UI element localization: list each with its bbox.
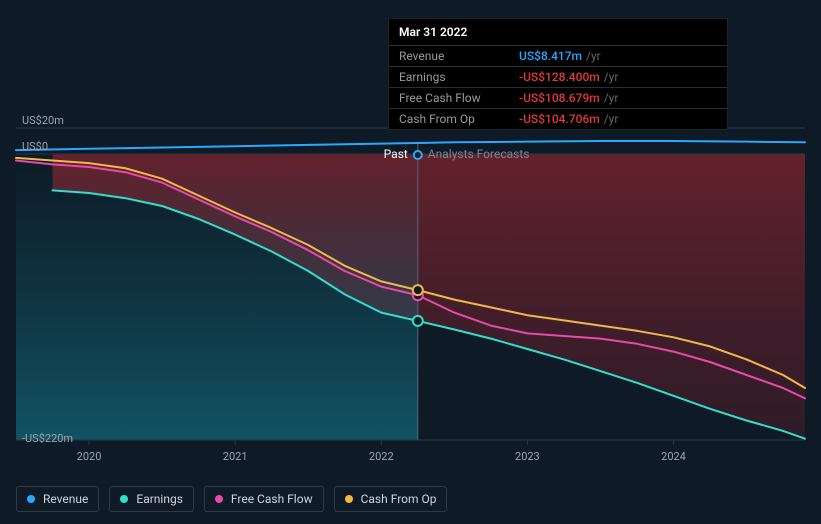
series-revenue	[16, 141, 805, 150]
legend-item-cfo[interactable]: Cash From Op	[334, 486, 448, 512]
divider-marker	[414, 151, 422, 159]
chart-legend: Revenue Earnings Free Cash Flow Cash From O…	[16, 486, 447, 512]
legend-dot-icon	[215, 495, 223, 503]
tooltip-row: Cash From Op-US$104.706m/yr	[389, 108, 727, 129]
tooltip-row-suffix: /yr	[586, 49, 601, 63]
legend-item-label: Earnings	[136, 492, 183, 506]
x-axis-label: 2024	[661, 450, 686, 463]
tooltip-row-label: Revenue	[399, 49, 519, 63]
tooltip-row-value: US$8.417m	[519, 49, 582, 63]
forecast-chart: US$20mUS$0-US$220m 20202021202220232024 …	[0, 0, 821, 524]
legend-dot-icon	[345, 495, 353, 503]
tooltip-row: RevenueUS$8.417m/yr	[389, 45, 727, 66]
legend-item-fcf[interactable]: Free Cash Flow	[204, 486, 324, 512]
x-axis-label: 2020	[77, 450, 102, 463]
tooltip-row-value: -US$128.400m	[519, 70, 600, 84]
tooltip-row-label: Cash From Op	[399, 112, 519, 126]
tooltip-row-label: Free Cash Flow	[399, 91, 519, 105]
legend-item-label: Cash From Op	[361, 492, 437, 506]
legend-item-label: Free Cash Flow	[231, 492, 313, 506]
tooltip-row-label: Earnings	[399, 70, 519, 84]
tooltip-row-value: -US$108.679m	[519, 91, 600, 105]
chart-tooltip: Mar 31 2022 RevenueUS$8.417m/yrEarnings-…	[388, 18, 728, 130]
tooltip-row: Free Cash Flow-US$108.679m/yr	[389, 87, 727, 108]
y-axis-label: US$0	[22, 140, 48, 153]
legend-item-label: Revenue	[43, 492, 88, 506]
y-axis-label: -US$220m	[22, 432, 73, 445]
tooltip-date: Mar 31 2022	[389, 19, 727, 45]
y-axis-label: US$20m	[22, 114, 64, 127]
tooltip-row-value: -US$104.706m	[519, 112, 600, 126]
marker-earnings	[413, 316, 423, 326]
past-label: Past	[384, 147, 408, 161]
past-band	[16, 154, 418, 440]
x-axis-label: 2022	[369, 450, 394, 463]
x-axis-label: 2021	[223, 450, 248, 463]
tooltip-row-suffix: /yr	[604, 112, 619, 126]
marker-cfo	[413, 285, 423, 295]
legend-item-revenue[interactable]: Revenue	[16, 486, 99, 512]
legend-item-earnings[interactable]: Earnings	[109, 486, 194, 512]
tooltip-row: Earnings-US$128.400m/yr	[389, 66, 727, 87]
legend-dot-icon	[27, 495, 35, 503]
forecast-label: Analysts Forecasts	[428, 147, 530, 161]
x-axis-label: 2023	[515, 450, 540, 463]
tooltip-row-suffix: /yr	[604, 91, 619, 105]
legend-dot-icon	[120, 495, 128, 503]
tooltip-row-suffix: /yr	[604, 70, 619, 84]
